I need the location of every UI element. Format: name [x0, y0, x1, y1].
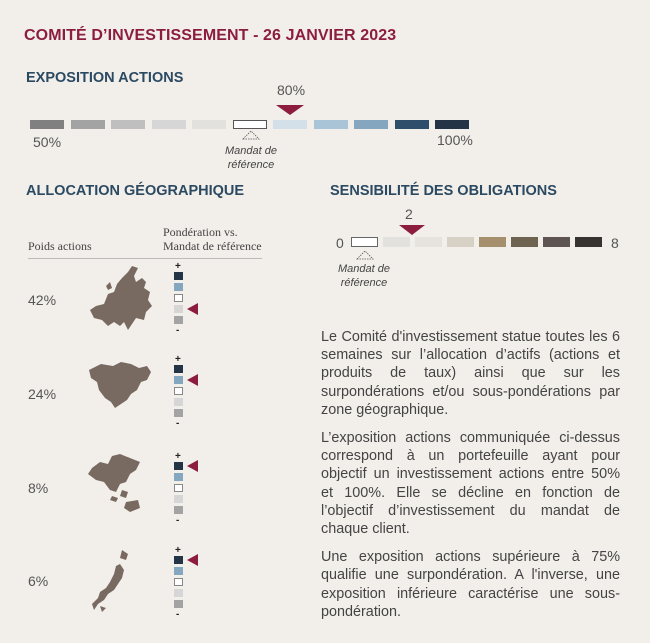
ponderation-level	[174, 506, 183, 514]
ponderation-level	[174, 272, 183, 280]
ponderation-level	[174, 473, 183, 481]
bonds-segment	[511, 237, 538, 247]
exposure-reference-line2: référence	[227, 159, 275, 171]
ponderation-marker	[187, 303, 198, 315]
exposure-current-marker	[276, 105, 304, 115]
ponderation-level	[174, 316, 183, 324]
bonds-heading: SENSIBILITÉ DES OBLIGATIONS	[330, 183, 557, 199]
japan-map-icon	[92, 550, 128, 612]
page-title: COMITÉ D’INVESTISSEMENT - 26 JANVIER 202…	[24, 27, 397, 44]
ponderation-level	[174, 578, 183, 586]
exposure-current-label: 80%	[277, 82, 306, 98]
exposure-heading: EXPOSITION ACTIONS	[26, 70, 184, 86]
exposure-reference-marker	[242, 130, 260, 140]
bonds-current-label: 2	[405, 206, 413, 222]
exposure-min-label: 50%	[33, 134, 62, 150]
exposure-segment	[313, 120, 348, 129]
overweight-sign: +	[175, 545, 181, 556]
asia-map-icon	[88, 454, 140, 512]
ponderation-level	[174, 462, 183, 470]
exposure-segment	[30, 120, 64, 129]
ponderation-level	[174, 398, 183, 406]
exposure-segment	[151, 120, 186, 129]
ponderation-level	[174, 600, 183, 608]
ponderation-marker	[187, 554, 198, 566]
exposure-max-label: 100%	[437, 132, 473, 148]
north-america-map-icon	[89, 362, 151, 408]
region-weight: 42%	[28, 292, 57, 308]
ponderation-level	[174, 484, 183, 492]
ponderation-level	[174, 387, 183, 395]
bonds-segment	[543, 237, 570, 247]
exposure-segment	[192, 120, 226, 129]
ponderation-level	[174, 283, 183, 291]
explanation-text: Le Comité d'investissement statue toutes…	[321, 328, 620, 631]
bonds-segment	[383, 237, 410, 247]
paragraph-2: L’exposition actions communiquée ci-dess…	[321, 430, 620, 538]
europe-map-icon	[90, 266, 152, 330]
overweight-sign: +	[175, 261, 181, 272]
exposure-segment	[111, 120, 145, 129]
bonds-reference-marker	[356, 250, 374, 260]
ponderation-column-header: Pondération vs. Mandat de référence	[163, 225, 262, 253]
ponderation-marker	[187, 374, 198, 386]
paragraph-3: Une exposition actions supérieure à 75% …	[321, 549, 620, 620]
ponderation-level	[174, 365, 183, 373]
bonds-segment	[575, 237, 602, 247]
allocation-heading: ALLOCATION GÉOGRAPHIQUE	[26, 183, 245, 199]
paragraph-1: Le Comité d'investissement statue toutes…	[321, 329, 620, 418]
bonds-current-marker	[399, 225, 425, 235]
ponderation-level	[174, 376, 183, 384]
exposure-segment	[232, 120, 267, 129]
bonds-reference-line1: Mandat de	[338, 263, 390, 275]
ponderation-marker	[187, 460, 198, 472]
exposure-segment	[394, 120, 429, 129]
exposure-reference-label: Mandat de référence	[214, 144, 288, 172]
ponderation-header-line2: Mandat de référence	[163, 239, 262, 253]
bonds-segment	[351, 237, 378, 247]
bonds-reference-line2: référence	[340, 277, 388, 289]
exposure-segment	[435, 120, 469, 129]
underweight-sign: -	[176, 609, 180, 620]
underweight-sign: -	[176, 325, 180, 336]
ponderation-level	[174, 495, 183, 503]
region-weight: 8%	[28, 480, 49, 496]
underweight-sign: -	[176, 515, 180, 526]
exposure-reference-line1: Mandat de	[225, 145, 277, 157]
exposure-segment	[273, 120, 307, 129]
region-weight: 6%	[28, 573, 49, 589]
bonds-segment	[415, 237, 442, 247]
ponderation-level	[174, 556, 183, 564]
ponderation-level	[174, 409, 183, 417]
ponderation-header-line1: Pondération vs.	[163, 225, 238, 239]
bonds-segment	[479, 237, 506, 247]
bonds-max-label: 8	[611, 235, 619, 251]
bonds-reference-label: Mandat de référence	[327, 262, 401, 290]
ponderation-level	[174, 589, 183, 597]
exposure-segment	[354, 120, 388, 129]
exposure-segment	[70, 120, 105, 129]
underweight-sign: -	[176, 418, 180, 429]
overweight-sign: +	[175, 354, 181, 365]
ponderation-level	[174, 294, 183, 302]
bonds-segment	[447, 237, 474, 247]
weight-column-header: Poids actions	[28, 239, 92, 253]
region-weight: 24%	[28, 386, 57, 402]
ponderation-level	[174, 305, 183, 313]
overweight-sign: +	[175, 451, 181, 462]
ponderation-level	[174, 567, 183, 575]
bonds-min-label: 0	[336, 235, 344, 251]
header-divider	[28, 258, 262, 259]
